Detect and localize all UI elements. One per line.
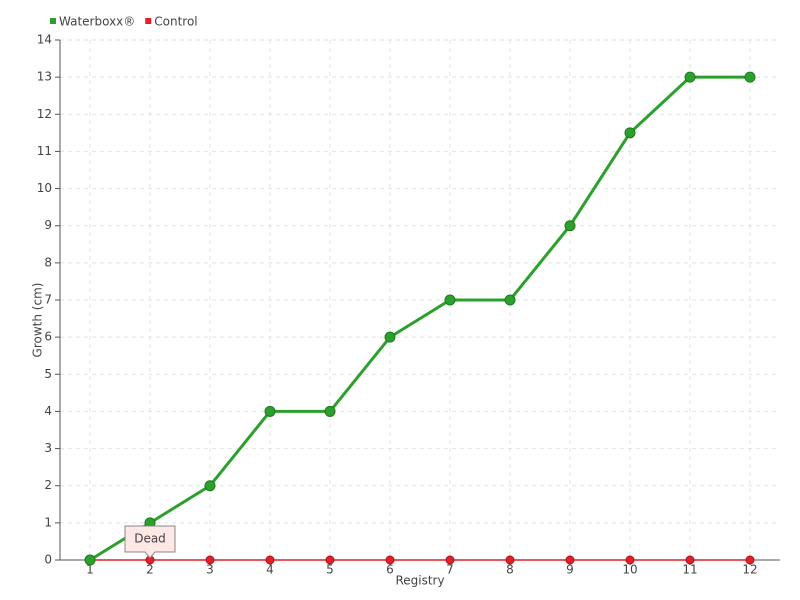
annotation-box bbox=[124, 525, 176, 559]
y-tick-label: 13 bbox=[37, 70, 52, 84]
y-tick-label: 1 bbox=[44, 515, 52, 529]
y-tick-label: 14 bbox=[37, 33, 52, 47]
series-line bbox=[89, 75, 750, 562]
data-point bbox=[385, 555, 395, 565]
y-tick-label: 0 bbox=[44, 553, 52, 567]
data-point bbox=[565, 555, 575, 565]
y-tick-label: 5 bbox=[44, 367, 52, 381]
x-tick-label: 11 bbox=[682, 563, 697, 577]
x-tick-label: 1 bbox=[86, 563, 94, 577]
legend-swatch bbox=[145, 18, 152, 24]
data-point bbox=[84, 554, 96, 566]
x-tick-label: 4 bbox=[266, 563, 274, 577]
x-tick-label: 7 bbox=[446, 563, 454, 577]
x-tick-label: 5 bbox=[326, 563, 334, 577]
legend-swatch bbox=[50, 18, 56, 24]
x-tick-label: 10 bbox=[622, 563, 637, 577]
data-point bbox=[624, 127, 636, 139]
y-tick-label: 9 bbox=[44, 218, 52, 232]
data-point bbox=[325, 555, 335, 565]
x-tick-label: 8 bbox=[506, 563, 514, 577]
x-tick-label: 2 bbox=[146, 563, 154, 577]
y-tick-label: 2 bbox=[44, 478, 52, 492]
y-tick-label: 12 bbox=[37, 107, 52, 121]
data-point bbox=[504, 294, 516, 306]
x-axis-label: Registry bbox=[395, 574, 444, 588]
y-tick-label: 6 bbox=[44, 330, 52, 344]
y-tick-label: 10 bbox=[37, 181, 52, 195]
data-point bbox=[745, 555, 755, 565]
y-tick-label: 11 bbox=[37, 144, 52, 158]
data-point bbox=[324, 405, 336, 417]
x-tick-label: 6 bbox=[386, 563, 394, 577]
legend-label: Waterboxx® bbox=[59, 15, 135, 29]
data-point bbox=[685, 555, 695, 565]
data-point bbox=[264, 405, 276, 417]
data-point bbox=[444, 294, 456, 306]
y-tick-label: 7 bbox=[44, 293, 52, 307]
data-point bbox=[684, 71, 696, 83]
data-point bbox=[265, 555, 275, 565]
data-point bbox=[505, 555, 515, 565]
annotation: Dead bbox=[124, 525, 176, 559]
data-point bbox=[744, 71, 756, 83]
data-point bbox=[625, 555, 635, 565]
annotation-text: Dead bbox=[134, 532, 166, 546]
data-point bbox=[564, 220, 576, 232]
data-point bbox=[205, 555, 215, 565]
x-tick-label: 12 bbox=[742, 563, 757, 577]
y-tick-label: 8 bbox=[44, 255, 52, 269]
y-axis-label: Growth (cm) bbox=[31, 283, 45, 358]
data-point bbox=[384, 331, 396, 343]
y-tick-label: 4 bbox=[44, 404, 52, 418]
legend-label: Control bbox=[154, 15, 197, 29]
data-point bbox=[204, 480, 216, 492]
x-tick-label: 3 bbox=[206, 563, 214, 577]
data-point bbox=[445, 555, 455, 565]
y-tick-label: 3 bbox=[44, 441, 52, 455]
x-tick-label: 9 bbox=[566, 563, 574, 577]
